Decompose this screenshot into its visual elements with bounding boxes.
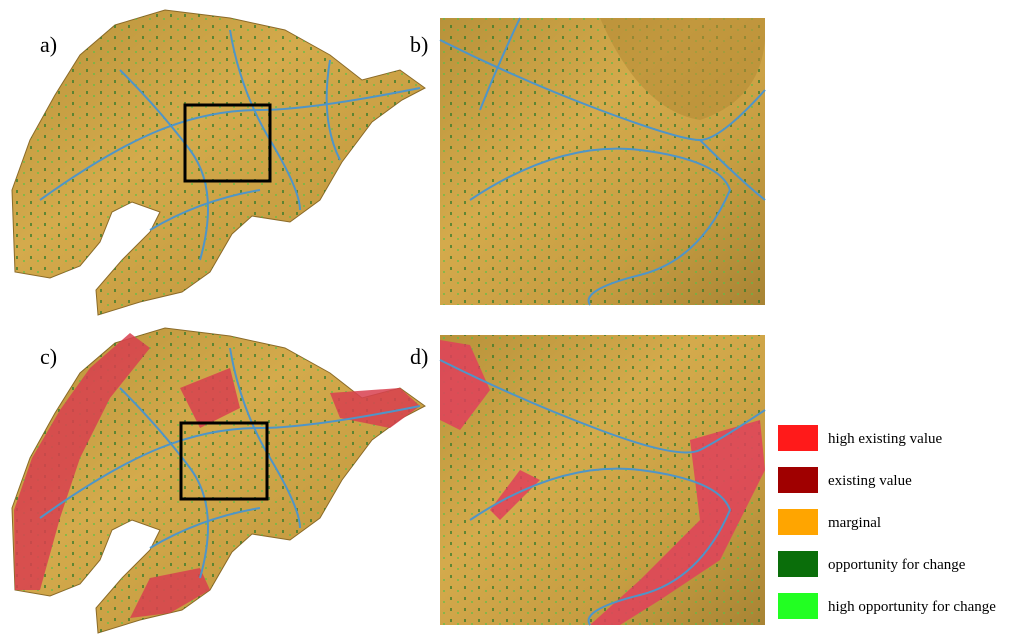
panel-label: c) bbox=[40, 344, 57, 369]
legend-swatch bbox=[778, 425, 818, 451]
legend-label: marginal bbox=[828, 515, 881, 531]
panel-label: a) bbox=[40, 32, 57, 57]
map-a bbox=[11, 9, 426, 316]
legend-label: high opportunity for change bbox=[828, 599, 996, 615]
panel-label: b) bbox=[410, 32, 428, 57]
map-d bbox=[439, 335, 766, 626]
legend-swatch bbox=[778, 551, 818, 577]
legend-label: existing value bbox=[828, 473, 912, 489]
map-c bbox=[11, 327, 426, 634]
legend-swatch bbox=[778, 509, 818, 535]
panel-label: d) bbox=[410, 344, 428, 369]
legend-swatch bbox=[778, 467, 818, 493]
legend-label: high existing value bbox=[828, 431, 942, 447]
legend-label: opportunity for change bbox=[828, 557, 966, 573]
map-b bbox=[439, 17, 766, 306]
legend-swatch bbox=[778, 593, 818, 619]
